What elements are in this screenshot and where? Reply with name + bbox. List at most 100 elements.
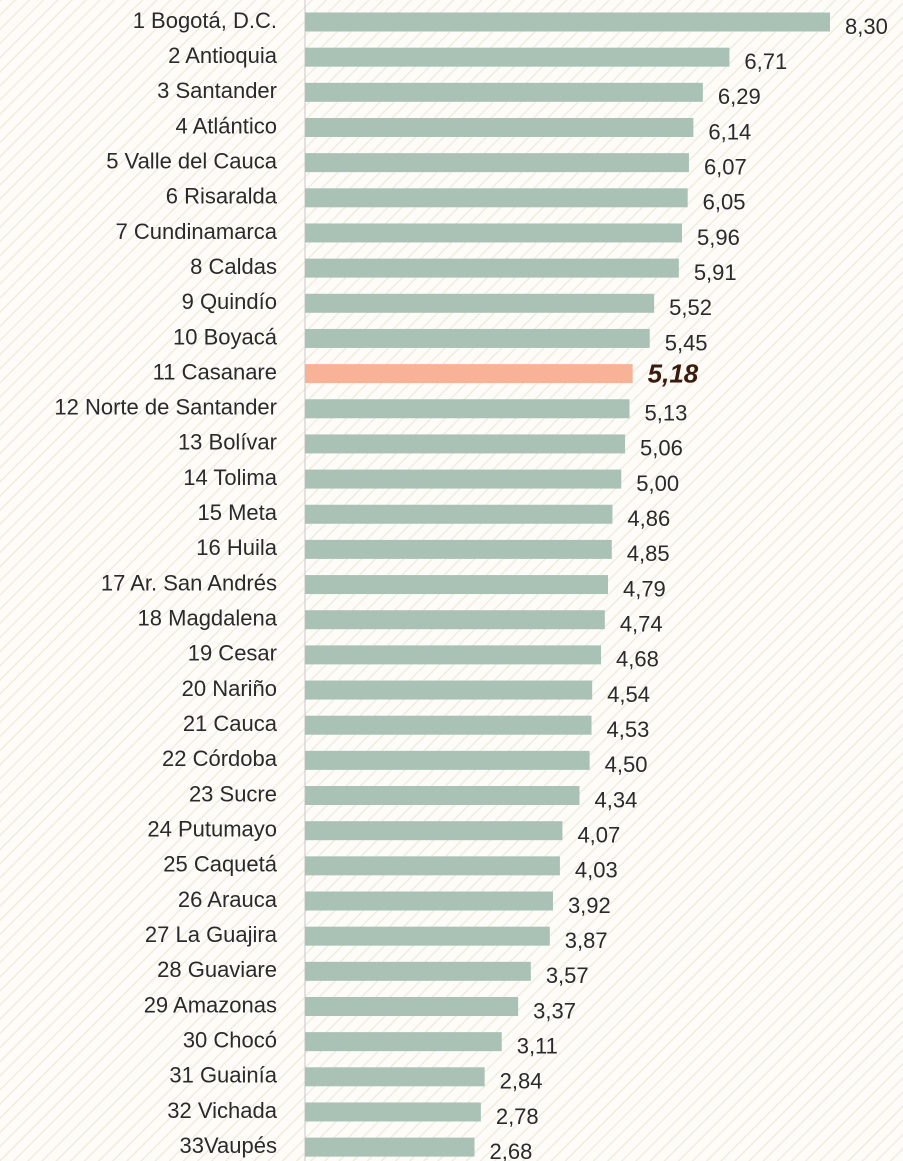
value-label: 3,57 (546, 963, 589, 988)
value-label: 4,85 (627, 541, 670, 566)
bar (305, 434, 626, 454)
bar (305, 223, 682, 243)
bar (305, 1067, 485, 1087)
value-label: 6,05 (703, 190, 746, 215)
bar (305, 504, 613, 524)
value-label: 2,68 (490, 1139, 533, 1161)
value-label: 5,00 (636, 471, 679, 496)
bar (305, 12, 830, 32)
bar (305, 786, 580, 806)
value-label: 4,54 (607, 682, 650, 707)
category-label: 12 Norte de Santander (54, 395, 277, 420)
value-label: 5,06 (640, 436, 683, 461)
bar (305, 891, 553, 911)
category-label: 22 Córdoba (162, 746, 278, 771)
bar (305, 750, 590, 770)
bar (305, 469, 622, 489)
value-label: 4,03 (575, 858, 618, 883)
category-label: 32 Vichada (167, 1098, 277, 1123)
value-label: 5,45 (665, 330, 708, 355)
category-label: 1 Bogotá, D.C. (133, 8, 277, 33)
bar (305, 610, 605, 630)
value-label: 2,78 (496, 1104, 539, 1129)
value-label: 3,92 (568, 893, 611, 918)
value-label: 3,37 (533, 998, 576, 1023)
value-label: 5,96 (697, 225, 740, 250)
category-label: 10 Boyacá (173, 324, 278, 349)
bar (305, 293, 655, 313)
bar (305, 364, 633, 384)
value-label: 6,07 (704, 154, 747, 179)
value-label: 4,53 (607, 717, 650, 742)
category-label: 6 Risaralda (166, 184, 278, 209)
value-label: 4,07 (577, 822, 620, 847)
value-label: 4,50 (605, 752, 648, 777)
category-label: 24 Putumayo (147, 816, 277, 841)
category-label: 5 Valle del Cauca (106, 148, 278, 173)
value-label: 4,68 (616, 647, 659, 672)
value-label: 8,30 (845, 14, 888, 39)
bar (305, 188, 688, 208)
category-label: 19 Cesar (188, 641, 277, 666)
bar (305, 821, 563, 841)
category-label: 20 Nariño (182, 676, 277, 701)
bar (305, 539, 612, 559)
category-label: 21 Cauca (183, 711, 278, 736)
category-label: 27 La Guajira (145, 922, 278, 947)
category-label: 11 Casanare (153, 359, 277, 384)
category-label: 23 Sucre (189, 781, 277, 806)
value-label: 6,29 (718, 84, 761, 109)
value-label: 6,71 (744, 49, 787, 74)
bar (305, 1102, 481, 1122)
category-label: 7 Cundinamarca (116, 219, 278, 244)
category-label: 3 Santander (157, 78, 277, 103)
category-label: 15 Meta (198, 500, 278, 525)
bar (305, 996, 519, 1016)
value-label: 5,18 (648, 358, 699, 388)
bar (305, 1137, 475, 1157)
bar (305, 328, 650, 348)
bar (305, 715, 592, 735)
category-label: 14 Tolima (183, 465, 278, 490)
category-label: 25 Caquetá (163, 852, 278, 877)
bar (305, 258, 679, 278)
bar (305, 399, 630, 419)
value-label: 4,79 (623, 576, 666, 601)
category-label: 9 Quindío (182, 289, 277, 314)
bar (305, 117, 694, 137)
bar (305, 645, 602, 665)
value-label: 5,13 (644, 401, 687, 426)
category-label: 29 Amazonas (144, 992, 277, 1017)
value-label: 4,86 (627, 506, 670, 531)
category-label: 13 Bolívar (178, 430, 277, 455)
category-label: 30 Chocó (183, 1027, 277, 1052)
category-label: 16 Huila (196, 535, 277, 560)
value-label: 3,87 (565, 928, 608, 953)
value-label: 5,91 (694, 260, 737, 285)
value-label: 5,52 (669, 295, 712, 320)
bar (305, 153, 689, 173)
category-label: 8 Caldas (190, 254, 277, 279)
bar (305, 47, 730, 67)
category-label: 17 Ar. San Andrés (101, 570, 277, 595)
bar (305, 1032, 502, 1052)
bar (305, 575, 608, 595)
bar (305, 82, 703, 102)
bar (305, 680, 593, 700)
value-label: 2,84 (500, 1069, 543, 1094)
value-label: 3,11 (517, 1033, 558, 1058)
category-label: 4 Atlántico (175, 113, 277, 138)
bar (305, 961, 531, 981)
value-label: 6,14 (708, 119, 751, 144)
value-label: 4,34 (595, 787, 638, 812)
category-label: 28 Guaviare (157, 957, 277, 982)
category-label: 2 Antioquia (168, 43, 278, 68)
bar (305, 926, 550, 946)
category-label: 33Vaupés (180, 1133, 277, 1158)
value-label: 4,74 (620, 612, 663, 637)
category-label: 18 Magdalena (138, 606, 278, 631)
category-label: 26 Arauca (178, 887, 278, 912)
category-label: 31 Guainía (169, 1063, 277, 1088)
bar (305, 856, 560, 876)
